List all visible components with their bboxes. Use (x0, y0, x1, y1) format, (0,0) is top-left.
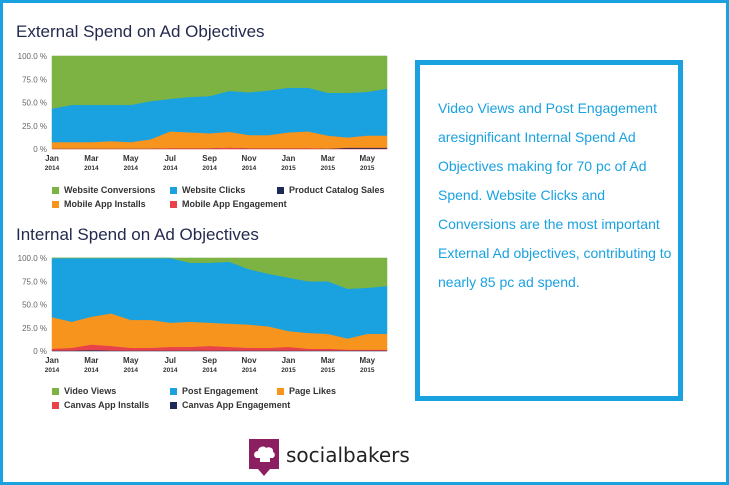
x-tick-year: 2015 (281, 367, 296, 374)
legend-item: Product Catalog Sales (277, 185, 385, 195)
x-tick-year: 2014 (124, 165, 139, 172)
x-tick-month: Jan (282, 356, 296, 365)
legend-label: Canvas App Installs (64, 400, 150, 410)
x-tick-month: Nov (241, 356, 257, 365)
y-tick-label: 75.0 % (22, 75, 47, 84)
y-tick-label: 0 % (33, 145, 47, 154)
external-chart-title: External Spend on Ad Objectives (16, 22, 265, 41)
internal-chart-legend: Video Views Post Engagement Page Likes Canv… (52, 386, 402, 418)
legend-item: Canvas App Engagement (170, 400, 290, 410)
x-tick-year: 2014 (84, 367, 99, 374)
area-series-video-views (52, 257, 388, 289)
legend-swatch (52, 402, 59, 409)
insight-callout-text: Video Views and Post Engagement aresigni… (438, 100, 672, 290)
x-tick-year: 2014 (124, 367, 139, 374)
x-tick-month: Sep (202, 154, 217, 163)
x-tick-year: 2014 (163, 165, 178, 172)
x-tick-year: 2015 (321, 165, 336, 172)
legend-item: Video Views (52, 386, 116, 396)
legend-item: Page Likes (277, 386, 336, 396)
brand-footer: socialbakers (249, 439, 410, 477)
x-tick-year: 2014 (45, 165, 60, 172)
x-tick-month: May (123, 154, 139, 163)
legend-label: Website Conversions (64, 185, 156, 195)
legend-item: Website Conversions (52, 185, 155, 195)
x-tick-month: Nov (241, 154, 257, 163)
y-tick-label: 25.0 % (22, 122, 47, 131)
legend-item: Post Engagement (170, 386, 258, 396)
socialbakers-logo-icon (249, 439, 279, 476)
x-tick-year: 2015 (321, 367, 336, 374)
x-tick-month: May (360, 356, 376, 365)
x-tick-year: 2014 (202, 367, 217, 374)
legend-item: Mobile App Engagement (170, 199, 287, 209)
legend-swatch (52, 201, 59, 208)
internal-spend-chart: 100.0 %75.0 %50.0 %25.0 %0 %Jan2014Mar20… (18, 254, 388, 374)
legend-item: Mobile App Installs (52, 199, 146, 209)
brand-name: socialbakers (286, 443, 410, 467)
legend-label: Product Catalog Sales (289, 185, 385, 195)
insight-callout-box: Video Views and Post Engagement aresigni… (415, 60, 683, 401)
y-tick-label: 100.0 % (18, 52, 47, 61)
y-tick-label: 100.0 % (18, 254, 47, 263)
y-tick-label: 75.0 % (22, 277, 47, 286)
y-tick-label: 25.0 % (22, 324, 47, 333)
external-chart-legend: Website Conversions Website Clicks Product… (52, 185, 402, 217)
x-tick-month: Mar (321, 356, 335, 365)
x-tick-year: 2015 (281, 165, 296, 172)
x-tick-year: 2014 (45, 367, 60, 374)
area-series-website-conversions (51, 55, 388, 109)
x-tick-year: 2014 (202, 165, 217, 172)
x-tick-month: May (360, 154, 376, 163)
legend-swatch (277, 187, 284, 194)
legend-swatch (52, 187, 59, 194)
y-tick-label: 50.0 % (22, 301, 47, 310)
legend-label: Canvas App Engagement (182, 400, 291, 410)
x-tick-year: 2014 (242, 165, 257, 172)
legend-swatch (52, 388, 59, 395)
legend-label: Mobile App Engagement (182, 199, 287, 209)
external-spend-chart: 100.0 %75.0 %50.0 %25.0 %0 %Jan2014Mar20… (18, 52, 388, 172)
x-tick-month: Mar (84, 154, 98, 163)
legend-label: Video Views (64, 386, 117, 396)
y-tick-label: 50.0 % (22, 99, 47, 108)
legend-swatch (170, 388, 177, 395)
x-tick-year: 2014 (163, 367, 178, 374)
legend-label: Mobile App Installs (64, 199, 146, 209)
internal-chart-title: Internal Spend on Ad Objectives (16, 225, 259, 244)
x-tick-year: 2014 (242, 367, 257, 374)
legend-label: Website Clicks (182, 185, 246, 195)
x-tick-year: 2015 (360, 367, 375, 374)
x-tick-month: Jul (164, 154, 176, 163)
x-tick-month: Jul (164, 356, 176, 365)
x-tick-month: Mar (84, 356, 98, 365)
x-tick-month: May (123, 356, 139, 365)
legend-swatch (170, 201, 177, 208)
x-tick-month: Jan (45, 154, 59, 163)
x-tick-month: Jan (282, 154, 296, 163)
x-tick-month: Sep (202, 356, 217, 365)
legend-label: Page Likes (289, 386, 337, 396)
x-tick-year: 2014 (84, 165, 99, 172)
legend-swatch (170, 402, 177, 409)
legend-swatch (170, 187, 177, 194)
legend-item: Website Clicks (170, 185, 245, 195)
legend-item: Canvas App Installs (52, 400, 149, 410)
legend-swatch (277, 388, 284, 395)
legend-label: Post Engagement (182, 386, 259, 396)
x-tick-year: 2015 (360, 165, 375, 172)
x-tick-month: Mar (321, 154, 335, 163)
y-tick-label: 0 % (33, 347, 47, 356)
x-tick-month: Jan (45, 356, 59, 365)
